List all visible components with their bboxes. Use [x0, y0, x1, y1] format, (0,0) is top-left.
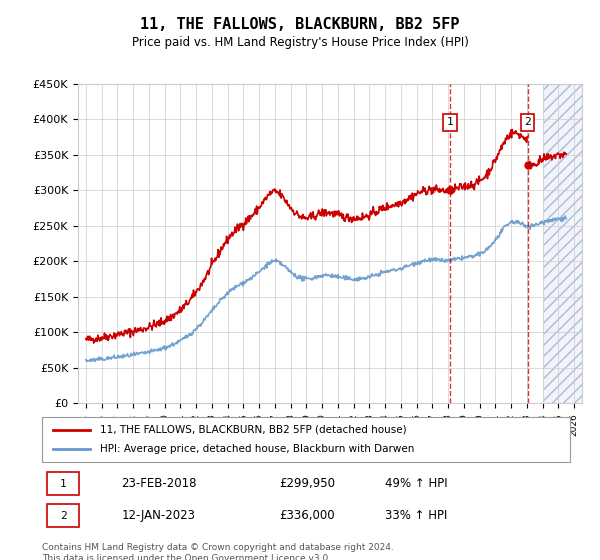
Text: HPI: Average price, detached house, Blackburn with Darwen: HPI: Average price, detached house, Blac…	[100, 445, 415, 455]
Bar	[542, 84, 582, 403]
Bar	[542, 84, 582, 403]
Text: 2: 2	[524, 117, 531, 127]
Text: £299,950: £299,950	[280, 477, 335, 490]
Text: 1: 1	[60, 479, 67, 489]
Text: 1: 1	[446, 117, 454, 127]
Text: 2: 2	[60, 511, 67, 521]
Text: Contains HM Land Registry data © Crown copyright and database right 2024.
This d: Contains HM Land Registry data © Crown c…	[42, 543, 394, 560]
Text: 11, THE FALLOWS, BLACKBURN, BB2 5FP (detached house): 11, THE FALLOWS, BLACKBURN, BB2 5FP (det…	[100, 424, 407, 435]
Text: 49% ↑ HPI: 49% ↑ HPI	[385, 477, 448, 490]
FancyBboxPatch shape	[42, 417, 570, 462]
Text: Price paid vs. HM Land Registry's House Price Index (HPI): Price paid vs. HM Land Registry's House …	[131, 36, 469, 49]
Text: 12-JAN-2023: 12-JAN-2023	[121, 510, 195, 522]
Text: 33% ↑ HPI: 33% ↑ HPI	[385, 510, 448, 522]
FancyBboxPatch shape	[47, 505, 79, 528]
FancyBboxPatch shape	[47, 472, 79, 495]
Text: 11, THE FALLOWS, BLACKBURN, BB2 5FP: 11, THE FALLOWS, BLACKBURN, BB2 5FP	[140, 17, 460, 32]
Text: 23-FEB-2018: 23-FEB-2018	[121, 477, 197, 490]
Text: £336,000: £336,000	[280, 510, 335, 522]
